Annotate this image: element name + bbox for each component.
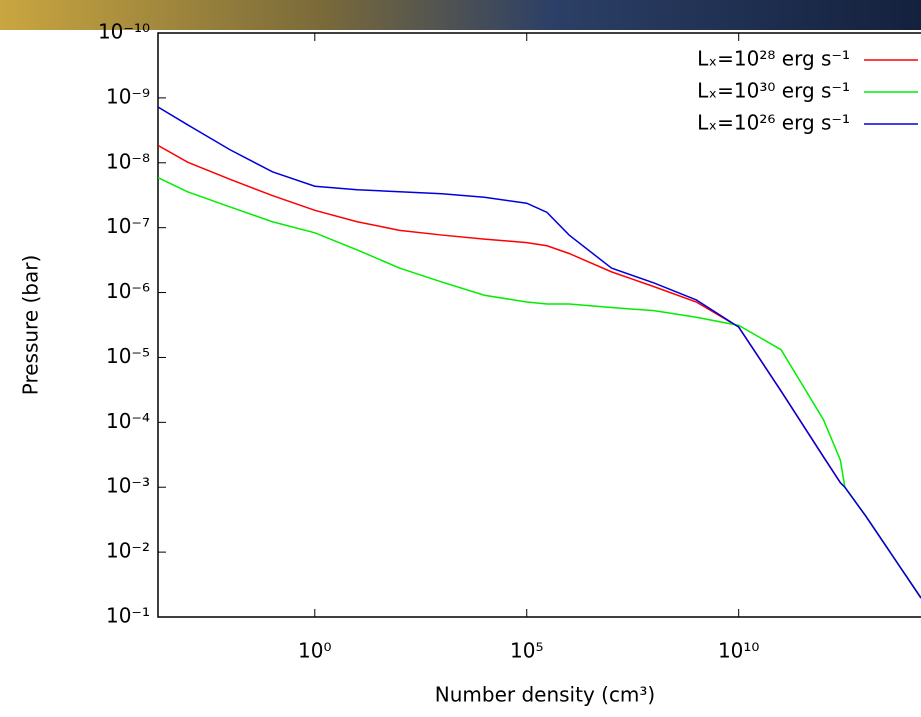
y-tick-label: 10⁻⁹ xyxy=(106,84,150,108)
legend-label: Lₓ=10²⁸ erg s⁻¹ xyxy=(697,47,850,71)
y-tick-label: 10⁻³ xyxy=(106,474,150,498)
plot-area xyxy=(158,106,921,599)
y-axis-label: Pressure (bar) xyxy=(19,255,43,396)
legend-label: Lₓ=10³⁰ erg s⁻¹ xyxy=(697,79,850,103)
y-tick-label: 10⁻⁷ xyxy=(106,214,150,238)
y-tick-label: 10⁻¹ xyxy=(106,604,150,628)
x-tick-label: 10⁰ xyxy=(298,639,331,663)
x-tick-label: 10¹⁰ xyxy=(718,639,759,663)
data-line xyxy=(158,106,921,599)
x-axis-label: Number density (cm³) xyxy=(435,683,656,707)
y-tick-label: 10⁻⁴ xyxy=(106,409,150,433)
x-tick-label: 10⁵ xyxy=(510,639,543,663)
y-tick-label: 10⁻¹⁰ xyxy=(98,20,150,44)
legend-label: Lₓ=10²⁶ erg s⁻¹ xyxy=(697,111,850,135)
y-tick-label: 10⁻⁵ xyxy=(106,344,150,368)
data-line xyxy=(158,177,921,599)
y-tick-label: 10⁻⁸ xyxy=(106,149,150,173)
banner xyxy=(0,0,921,30)
plot-frame xyxy=(157,32,921,618)
y-tick-label: 10⁻² xyxy=(106,539,150,563)
y-tick-label: 10⁻⁶ xyxy=(106,279,150,303)
